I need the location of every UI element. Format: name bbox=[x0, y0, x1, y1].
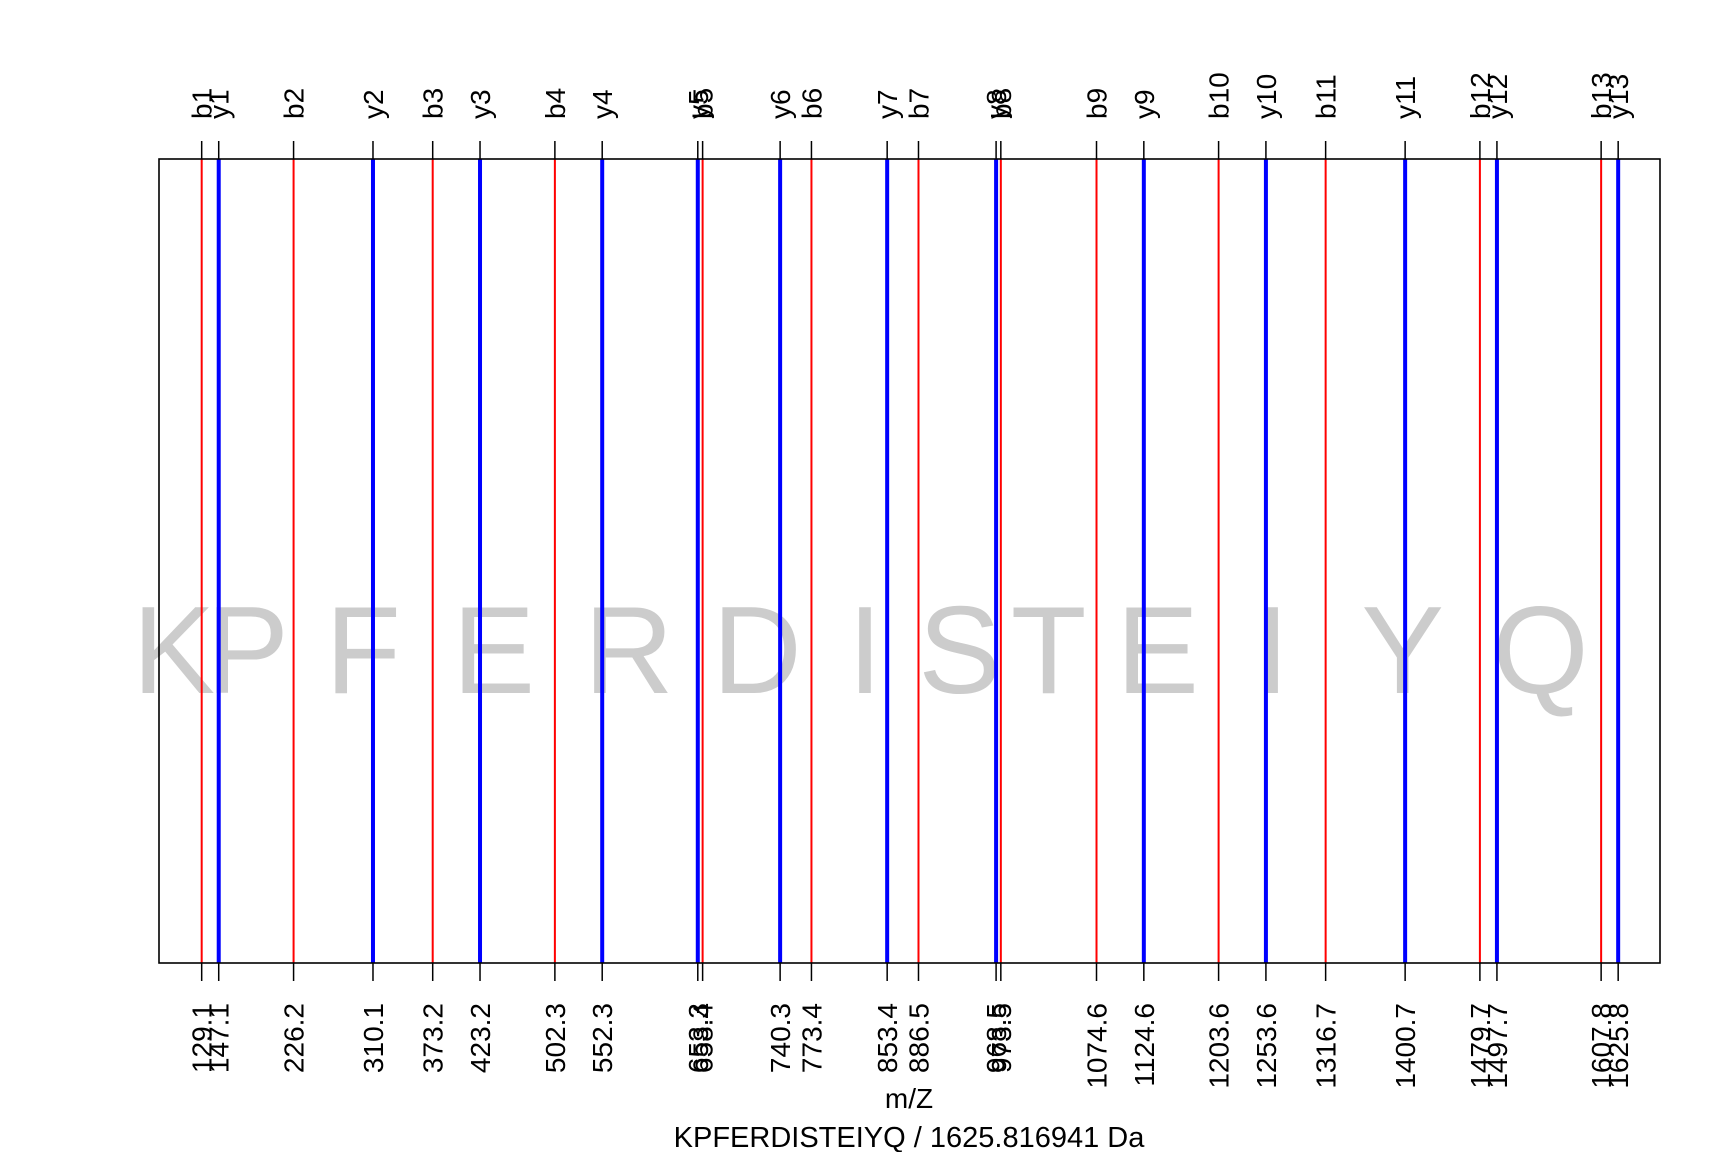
ion-label-y9: y9 bbox=[1129, 89, 1160, 119]
residue-letter: F bbox=[325, 582, 401, 720]
ion-label-b9: b9 bbox=[1082, 88, 1113, 119]
mz-label-y12: 1497.7 bbox=[1482, 1003, 1513, 1089]
mz-label-b1: 129.1 bbox=[187, 1003, 218, 1073]
residue-letters: KP F E R D I S T E I Y Q bbox=[132, 582, 1588, 720]
top-axis-ion-labels: b1 b2 b3 b4 b5 b6 b7 b8 b9 b10 b11 b12 b13 y1 y2 y3 y4 y5… bbox=[187, 72, 1634, 159]
ion-label-b13: b13 bbox=[1586, 72, 1617, 119]
residue-letter: E bbox=[452, 582, 535, 720]
mz-label-y11: 1400.7 bbox=[1390, 1003, 1421, 1089]
residue-letter: S bbox=[918, 582, 1001, 720]
mz-label-b5: 658.4 bbox=[688, 1003, 719, 1073]
mz-label-b8: 973.5 bbox=[986, 1003, 1017, 1073]
residue-letter: D bbox=[712, 582, 802, 720]
mz-label-y7: 853.4 bbox=[872, 1003, 903, 1073]
mz-label-y8: 968.5 bbox=[981, 1003, 1012, 1073]
x-axis-label: m/Z bbox=[885, 1083, 933, 1114]
residue-letter: Q bbox=[1492, 582, 1588, 720]
ion-label-y1: y1 bbox=[204, 89, 235, 119]
mz-label-b11: 1316.7 bbox=[1311, 1003, 1342, 1089]
ion-label-b5: b5 bbox=[688, 88, 719, 119]
residue-letter: R bbox=[584, 582, 674, 720]
ion-label-b8: b8 bbox=[986, 88, 1017, 119]
ion-label-b7: b7 bbox=[903, 88, 934, 119]
mz-label-b4: 502.3 bbox=[540, 1003, 571, 1073]
plot-frame bbox=[158, 158, 1661, 964]
chart-title: KPFERDISTEIYQ / 1625.816941 Da bbox=[674, 1122, 1146, 1152]
mz-label-b13: 1607.8 bbox=[1586, 1003, 1617, 1089]
ion-label-b1: b1 bbox=[187, 88, 218, 119]
mz-label-b10: 1203.6 bbox=[1204, 1003, 1235, 1089]
ion-label-y4: y4 bbox=[587, 89, 618, 119]
ion-label-b2: b2 bbox=[279, 88, 310, 119]
mz-label-y1: 147.1 bbox=[204, 1003, 235, 1073]
residue-letter: I bbox=[1255, 582, 1289, 720]
mz-label-b12: 1479.7 bbox=[1465, 1003, 1496, 1089]
mz-label-y5: 653.3 bbox=[683, 1003, 714, 1073]
ion-label-b12: b12 bbox=[1465, 72, 1496, 119]
mz-label-y13: 1625.8 bbox=[1603, 1003, 1634, 1089]
residue-letter: T bbox=[1011, 582, 1087, 720]
residue-letter: Y bbox=[1361, 582, 1444, 720]
ion-label-y12: y12 bbox=[1482, 74, 1513, 119]
residue-letter: E bbox=[1116, 582, 1199, 720]
ion-label-b4: b4 bbox=[540, 88, 571, 119]
mz-label-b3: 373.2 bbox=[418, 1003, 449, 1073]
ion-label-b10: b10 bbox=[1204, 72, 1235, 119]
mz-label-b6: 773.4 bbox=[796, 1003, 827, 1073]
ion-label-b6: b6 bbox=[796, 88, 827, 119]
mz-label-b7: 886.5 bbox=[903, 1003, 934, 1073]
mz-label-b2: 226.2 bbox=[279, 1003, 310, 1073]
ion-label-b3: b3 bbox=[418, 88, 449, 119]
ion-label-y3: y3 bbox=[465, 89, 496, 119]
mz-label-y6: 740.3 bbox=[765, 1003, 796, 1073]
mz-label-y4: 552.3 bbox=[587, 1003, 618, 1073]
ion-lines bbox=[200, 159, 1621, 963]
mz-label-y9: 1124.6 bbox=[1129, 1003, 1160, 1087]
ion-label-y2: y2 bbox=[358, 89, 389, 119]
ion-label-y8: y8 bbox=[981, 89, 1012, 119]
mz-label-y2: 310.1 bbox=[358, 1003, 389, 1073]
ion-label-y10: y10 bbox=[1251, 74, 1282, 119]
ion-label-y6: y6 bbox=[765, 89, 796, 119]
mz-label-b9: 1074.6 bbox=[1082, 1003, 1113, 1089]
mz-label-y10: 1253.6 bbox=[1251, 1003, 1282, 1089]
ion-label-y13: y13 bbox=[1603, 74, 1634, 119]
bottom-axis-mz-labels: 129.1 226.2 373.2 502.3 658.4 773.4 886.5 973.5… bbox=[187, 963, 1634, 1089]
mz-label-y3: 423.2 bbox=[465, 1003, 496, 1073]
ion-label-y5: y5 bbox=[683, 89, 714, 119]
ion-label-y11: y11 bbox=[1390, 76, 1421, 119]
residue-letter: I bbox=[848, 582, 882, 720]
ion-label-b11: b11 bbox=[1311, 74, 1342, 119]
ion-label-y7: y7 bbox=[872, 89, 903, 119]
